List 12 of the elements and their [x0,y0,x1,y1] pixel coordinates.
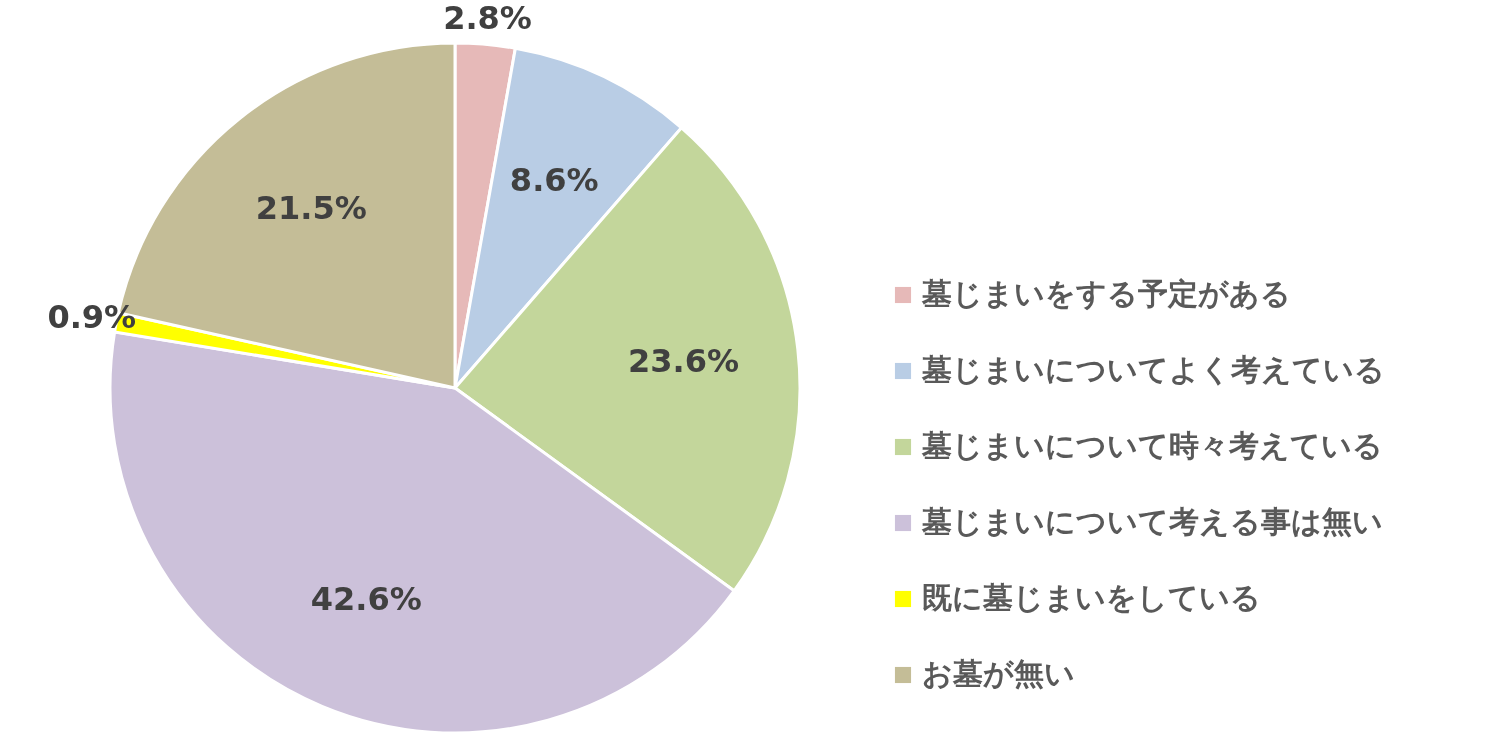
legend-label: 墓じまいについて時々考えている [921,428,1383,463]
legend-label: 既に墓じまいをしている [922,580,1261,615]
legend-label: お墓が無い [922,656,1075,691]
data-label: 21.5% [255,188,367,227]
data-label: 0.9% [47,297,137,336]
legend-label: 墓じまいをする予定がある [921,276,1291,311]
legend-label: 墓じまいについてよく考えている [921,352,1385,387]
data-label: 23.6% [628,342,740,381]
data-label: 2.8% [443,0,532,38]
data-label: 42.6% [310,580,422,619]
data-label: 8.6% [509,160,599,199]
legend-label: 墓じまいについて考える事は無い [921,504,1383,539]
